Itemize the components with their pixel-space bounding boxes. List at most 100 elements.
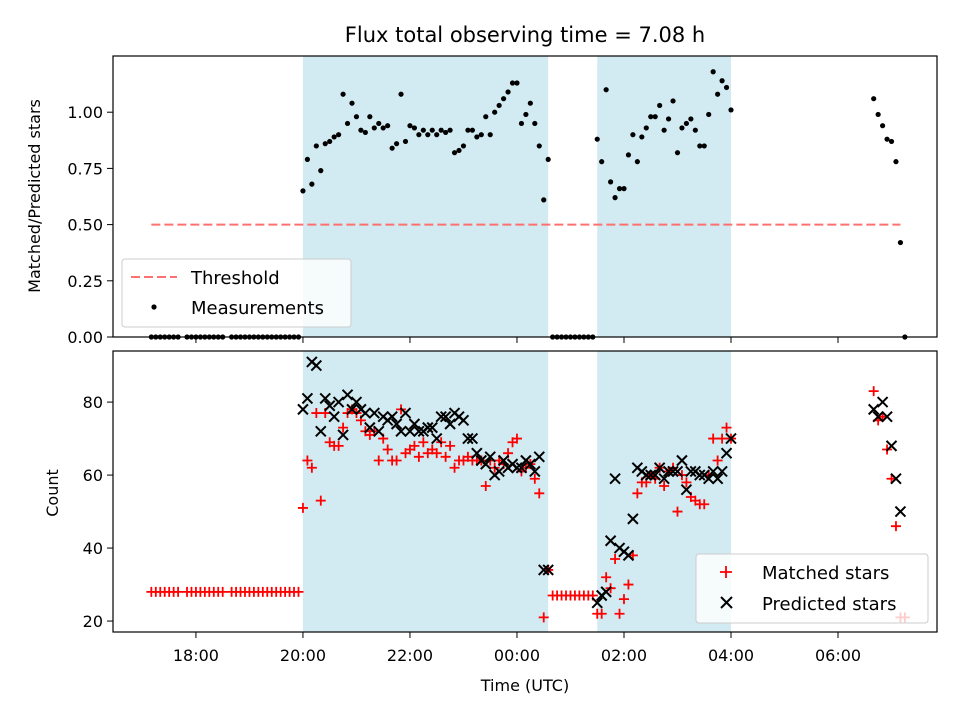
predicted-star-point [885, 440, 898, 452]
observing-interval-2 [597, 56, 731, 337]
matched-star-point [306, 462, 317, 473]
matched-star-point [217, 586, 228, 597]
predicted-star-point [529, 465, 541, 478]
measurement-point [599, 159, 605, 165]
predicted-star-point [359, 407, 372, 419]
matched-star-point [302, 455, 313, 466]
measurement-point [608, 179, 614, 185]
predicted-star-point [493, 465, 505, 478]
matched-star-point [511, 433, 522, 444]
matched-star-point [315, 495, 326, 506]
predicted-star-point [484, 451, 496, 463]
predicted-star-point [511, 462, 523, 474]
predicted-star-point [315, 425, 327, 437]
measurement-point [612, 195, 618, 201]
x-tick-label: 00:00 [494, 646, 540, 665]
measurement-point [683, 120, 690, 127]
measurement-point [710, 69, 716, 75]
measurement-point [443, 129, 449, 136]
measurement-point [416, 132, 422, 138]
measurement-point [643, 125, 649, 131]
predicted-star-point [876, 396, 889, 408]
measurement-point [349, 100, 355, 106]
measurement-point [723, 84, 730, 91]
matched-star-point [596, 608, 607, 619]
measurement-point [402, 138, 409, 145]
predicted-star-point [297, 403, 309, 416]
measurement-point [478, 132, 484, 138]
measurement-point [322, 141, 328, 147]
measurement-point [621, 186, 627, 192]
ratio-legend-box [121, 258, 352, 328]
count-legend: Matched stars Predicted stars [695, 553, 929, 624]
predicted-star-point [640, 469, 652, 481]
predicted-star-point [600, 586, 612, 598]
predicted-star-point [301, 392, 314, 405]
y-tick-label: 60 [83, 466, 103, 485]
matched-star-point [708, 433, 719, 444]
y-tick-label: 0.25 [67, 272, 103, 291]
measurement-point [616, 186, 623, 192]
count-legend-box [695, 553, 929, 624]
predicted-star-point [702, 473, 715, 485]
threshold-legend-label: Threshold [190, 268, 280, 289]
measurement-point [514, 80, 520, 86]
predicted-legend-marker [720, 596, 733, 609]
predicted-star-point [422, 421, 434, 434]
measurement-point [300, 188, 306, 194]
predicted-star-point [373, 425, 385, 437]
measurement-point [523, 111, 529, 118]
measurement-point [532, 120, 538, 127]
measurement-point [487, 132, 493, 138]
matched-star-point [293, 586, 304, 597]
measurement-point [438, 127, 444, 133]
measurement-point [474, 134, 480, 140]
measurement-point [371, 125, 377, 131]
matched-star-point [681, 477, 692, 488]
predicted-star-point [881, 410, 893, 423]
matched-star-point [632, 488, 643, 499]
measurement-point [697, 143, 703, 149]
matched-star-point [712, 455, 723, 466]
measurement-point [327, 138, 333, 145]
predicted-star-point [319, 392, 331, 405]
measurement-point [367, 114, 373, 120]
predicted-star-point [533, 451, 545, 463]
x-tick-label: 22:00 [387, 646, 433, 665]
measurement-point [425, 132, 431, 138]
predicted-star-point [890, 473, 902, 485]
predicted-star-point [627, 513, 639, 525]
measurement-point [670, 98, 676, 104]
measurement-point [603, 87, 609, 93]
predicted-star-point [404, 425, 416, 437]
ratio-legend: Threshold Measurements [121, 258, 352, 328]
measurement-point [888, 138, 895, 145]
measurement-point [340, 91, 346, 97]
measurement-point [411, 125, 418, 131]
matched-star-point [538, 612, 549, 623]
count-y-axis-label: Count [43, 469, 62, 517]
measurement-point [665, 116, 672, 122]
predicted-star-point [671, 465, 684, 478]
measurement-point [880, 123, 886, 129]
y-tick-label: 40 [83, 539, 103, 558]
measurement-point [648, 114, 654, 120]
measurement-point [309, 181, 315, 187]
predicted-star-point [711, 473, 724, 485]
matched-star-point [440, 451, 451, 462]
measurement-point [674, 150, 681, 156]
matched-star-point [610, 554, 621, 565]
y-tick-label: 80 [83, 393, 103, 412]
measurement-point [701, 143, 707, 149]
measurement-point [630, 132, 636, 138]
predicted-star-point [604, 535, 617, 547]
chart-title: Flux total observing time = 7.08 h [345, 23, 705, 47]
measurement-point [652, 114, 658, 120]
y-tick-label: 0.00 [67, 328, 103, 347]
matched-star-point [297, 502, 308, 513]
predicted-star-point [524, 458, 537, 470]
predicted-star-point [364, 421, 376, 434]
matched-star-point [623, 579, 634, 590]
measurement-point [871, 96, 877, 102]
